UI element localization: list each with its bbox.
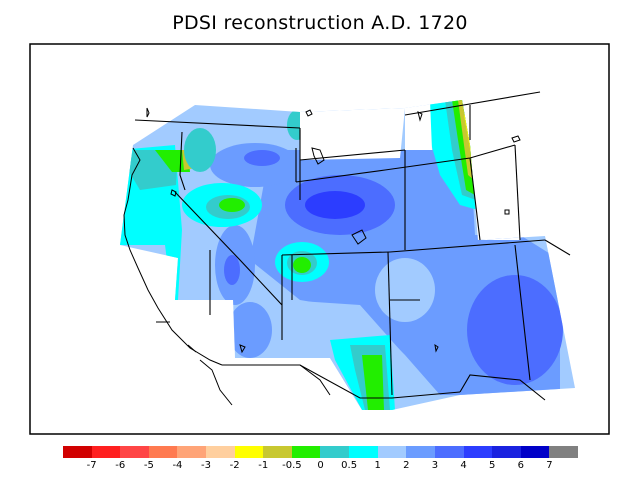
colorbar-tick-label: -7 [86,460,97,471]
colorbar [63,446,578,458]
colorbar-swatch [91,446,121,458]
colorbar-swatch [234,446,264,458]
colorbar-tick-label: 1 [374,460,381,471]
colorbar-swatch [549,446,578,458]
coastline [123,147,331,406]
colorbar-tick-label: -2 [229,460,240,471]
colorbar-tick-label: -6 [115,460,126,471]
colorbar-tick-label: -0.5 [282,460,302,471]
colorbar-swatch [206,446,235,458]
colorbar-swatch [406,446,435,458]
colorbar-tick-label: 6 [517,460,524,471]
colorbar-swatch [63,446,92,458]
state-boundaries [134,91,571,401]
colorbar-swatch [349,446,378,458]
colorbar-tick-label: -1 [258,460,269,471]
map-title: PDSI reconstruction A.D. 1720 [172,12,468,34]
colorbar-tick-label: 3 [431,460,439,471]
colorbar-tick-label: 5 [488,460,496,471]
colorbar-swatch [291,446,321,458]
colorbar-swatch [434,446,464,458]
water-bodies [146,107,521,354]
colorbar-swatch [463,446,493,458]
colorbar-swatch [120,446,149,458]
colorbar-tick-label: -3 [201,460,212,471]
colorbar-swatch [263,446,292,458]
colorbar-tick-label: 0.5 [341,460,358,471]
colorbar-tick-label: -5 [143,460,154,471]
colorbar-swatch [320,446,350,458]
colorbar-labels: -7 -6 -5 -4 -3 -2 -1 -0.5 0 0.5 1 2 3 4 5 6 7 [63,460,578,474]
colorbar-tick-label: 4 [460,460,467,471]
colorbar-swatch [377,446,407,458]
colorbar-tick-label: 0 [317,460,324,471]
colorbar-swatch [177,446,207,458]
colorbar-swatch [148,446,178,458]
colorbar-tick-label: 2 [403,460,410,471]
colorbar-tick-label: -4 [172,460,183,471]
colorbar-swatch [520,446,550,458]
map-frame [29,43,610,435]
colorbar-tick-label: 7 [546,460,553,471]
colorbar-swatch [492,446,521,458]
